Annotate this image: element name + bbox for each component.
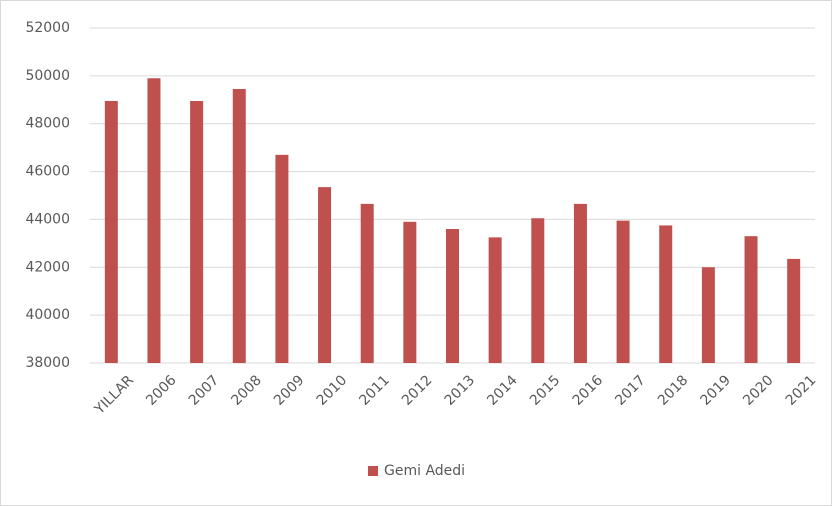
bar (531, 218, 545, 363)
bar (659, 225, 673, 363)
y-tick-label: 50000 (25, 68, 70, 84)
bar (787, 258, 801, 363)
legend-marker (368, 466, 378, 476)
bar (190, 100, 204, 363)
bar (232, 89, 246, 364)
bar (275, 154, 289, 363)
y-tick-label: 42000 (25, 259, 70, 275)
y-tick-label: 40000 (25, 307, 70, 323)
bar (147, 78, 161, 363)
bar (744, 236, 758, 363)
bar (573, 203, 587, 363)
bar (360, 203, 374, 363)
bar (488, 237, 502, 363)
y-tick-label: 46000 (25, 164, 70, 180)
bar (104, 100, 118, 363)
bar (701, 267, 715, 363)
y-tick-label: 44000 (25, 211, 70, 227)
legend-label: Gemi Adedi (384, 463, 465, 479)
bar (446, 229, 459, 363)
bar (318, 187, 332, 363)
y-tick-label: 52000 (25, 20, 70, 36)
y-tick-label: 38000 (25, 355, 70, 371)
bar (403, 221, 417, 363)
y-tick-label: 48000 (25, 116, 70, 132)
bar (616, 220, 630, 363)
